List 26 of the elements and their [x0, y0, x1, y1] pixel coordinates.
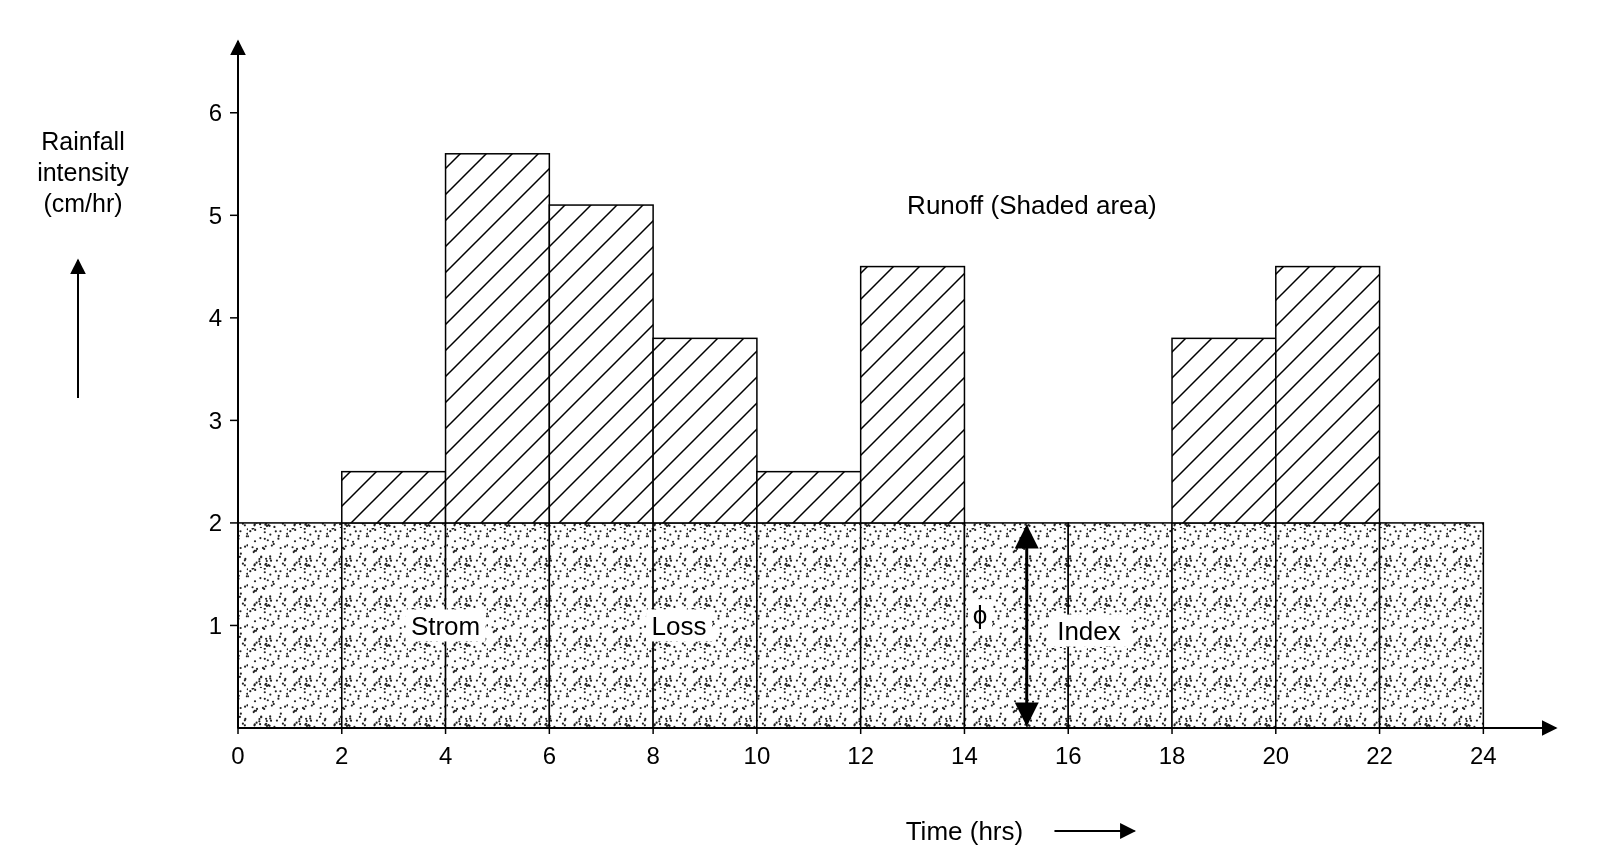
x-tick-label: 6 [542, 742, 557, 769]
x-tick-label: 0 [231, 742, 245, 769]
y-tick-label: 1 [208, 611, 222, 639]
annotation: Index [1057, 615, 1121, 646]
x-tick-label: 18 [1158, 742, 1186, 769]
annotation: Loss [651, 610, 707, 641]
y-tick-label: 2 [208, 509, 222, 537]
x-tick-label: 2 [335, 742, 349, 769]
y-tick-label: 6 [208, 99, 222, 127]
annotation: Runoff (Shaded area) [907, 190, 1157, 221]
y-axis-title: Rainfall intensity (cm/hr) [36, 126, 130, 219]
annotation: Strom [410, 610, 481, 641]
x-tick-label: 14 [951, 742, 978, 769]
x-tick-label: 24 [1470, 742, 1497, 769]
y-tick-label: 3 [208, 406, 222, 434]
x-tick-label: 12 [847, 742, 875, 769]
x-tick-label: 16 [1054, 742, 1082, 769]
y-tick-label: 5 [208, 201, 222, 229]
annotation: ϕ [972, 600, 988, 631]
x-tick-label: 22 [1366, 742, 1393, 769]
y-tick-label: 4 [208, 304, 222, 332]
x-tick-label: 10 [743, 742, 771, 769]
x-tick-label: 4 [438, 742, 453, 769]
x-axis-title: Time (hrs) [905, 816, 1024, 846]
x-tick-label: 8 [646, 742, 660, 769]
x-tick-label: 20 [1262, 742, 1290, 769]
